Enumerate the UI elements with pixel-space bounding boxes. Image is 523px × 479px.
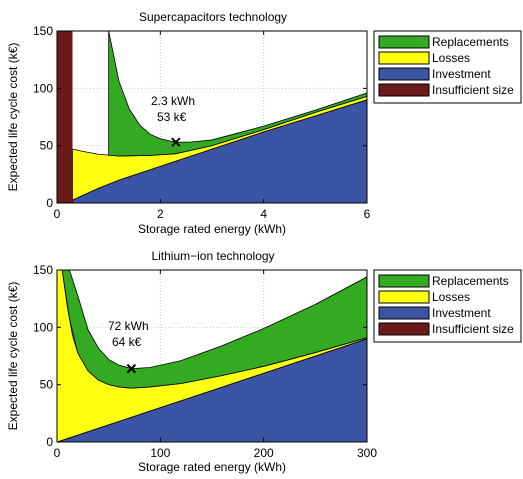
area-layer [57,31,367,203]
x-tick-label: 100 [150,446,170,460]
y-tick-label: 100 [33,320,53,334]
lithium-ion-chart: Lithium−ion technology 0 100 200 300 0 50 100 1… [6,249,522,474]
legend-label-replacements: Replacements [432,274,509,288]
legend: Replacements Losses Investment Insuffici… [373,30,522,104]
legend-label-losses: Losses [432,290,470,304]
x-axis-label: Storage rated energy (kWh) [138,460,286,474]
optimum-annotation-energy: 72 kWh [108,319,149,333]
legend-label-investment: Investment [432,67,491,81]
chart-title: Lithium−ion technology [151,249,274,263]
area-replacements [61,270,367,389]
x-tick-label: 2 [157,207,164,221]
legend-label-insufficient-size: Insufficient size [432,322,514,336]
x-tick-label: 0 [54,446,61,460]
legend-swatch-investment [378,306,430,320]
x-tick-label: 6 [364,207,371,221]
plot-frame [56,30,368,204]
legend: Replacements Losses Investment Insuffici… [373,269,522,343]
area-replacements [108,31,367,157]
y-tick-label: 100 [33,81,53,95]
x-tick-label: 200 [254,446,274,460]
legend-swatch-insufficient-size [378,322,430,336]
optimum-annotation-cost: 53 k€ [157,110,187,124]
plot-frame [56,269,368,443]
x-tick-label: 300 [357,446,377,460]
legend-label-investment: Investment [432,306,491,320]
optimum-marker [126,363,137,374]
y-axis-label: Expected life cycle cost (k€) [6,43,20,192]
y-tick-label: 0 [46,196,53,210]
y-axis-label: Expected life cycle cost (k€) [6,282,20,431]
optimum-marker-stroke [126,363,137,374]
y-tick-label: 50 [40,378,54,392]
optimum-marker [171,137,181,147]
legend-swatch-insufficient-size [378,83,430,97]
legend-swatch-losses [378,290,430,304]
legend-label-replacements: Replacements [432,35,509,49]
legend-swatch-replacements [378,35,430,49]
y-tick-label: 150 [33,24,53,38]
legend-swatch-replacements [378,274,430,288]
chart-title: Supercapacitors technology [139,10,287,24]
x-tick-label: 0 [54,207,61,221]
x-tick-label: 4 [260,207,267,221]
legend-label-losses: Losses [432,51,470,65]
supercapacitors-chart: Supercapacitors technology 0 2 4 6 0 50 100 150… [6,10,522,236]
y-tick-label: 50 [40,139,54,153]
optimum-annotation-energy: 2.3 kWh [151,94,195,108]
legend-swatch-losses [378,51,430,65]
legend-swatch-investment [378,67,430,81]
y-tick-label: 0 [46,435,53,449]
y-tick-label: 150 [33,263,53,277]
optimum-annotation-cost: 64 k€ [112,335,142,349]
legend-label-insufficient-size: Insufficient size [432,83,514,97]
optimum-marker-stroke [171,137,181,147]
x-axis-label: Storage rated energy (kWh) [138,222,286,236]
area-layer [57,270,367,442]
area-insufficient-size [57,31,73,203]
